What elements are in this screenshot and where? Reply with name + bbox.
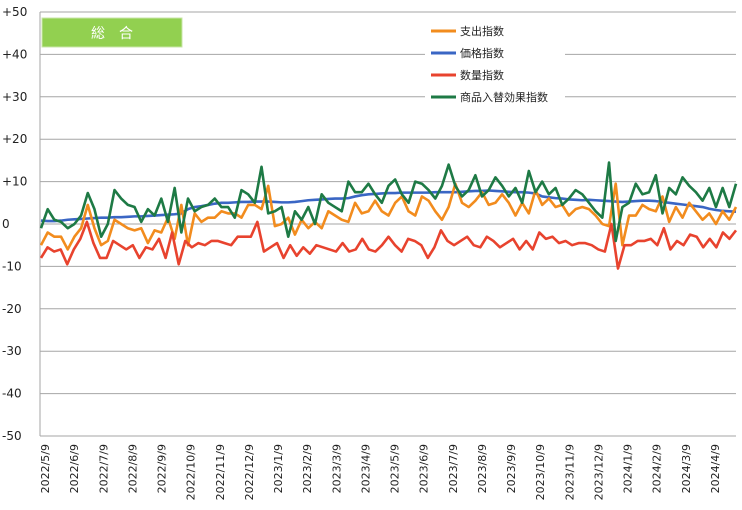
x-tick-label: 2022/8/9 xyxy=(126,444,139,493)
x-tick-label: 2022/5/9 xyxy=(39,444,52,493)
y-tick-label: -40 xyxy=(2,387,22,401)
x-tick-label: 2022/9/9 xyxy=(156,444,169,493)
x-tick-label: 2023/10/9 xyxy=(534,444,547,500)
x-tick-label: 2023/8/9 xyxy=(476,444,489,493)
y-tick-label: -20 xyxy=(2,302,22,316)
x-tick-label: 2023/2/9 xyxy=(301,444,314,493)
chart-title: 総 合 xyxy=(91,26,133,42)
legend-label: 価格指数 xyxy=(460,46,504,60)
legend-background xyxy=(425,18,565,110)
x-tick-label: 2022/7/9 xyxy=(97,444,110,493)
x-tick-label: 2024/2/9 xyxy=(651,444,664,493)
x-tick-label: 2023/5/9 xyxy=(389,444,402,493)
y-tick-label: +30 xyxy=(2,90,27,104)
x-tick-label: 2024/1/9 xyxy=(622,444,635,493)
x-tick-label: 2023/1/9 xyxy=(272,444,285,493)
x-tick-label: 2022/10/9 xyxy=(185,444,198,500)
y-tick-label: +20 xyxy=(2,132,27,146)
series-line-3 xyxy=(39,161,738,243)
title-box xyxy=(41,17,183,48)
x-tick-label: 2023/6/9 xyxy=(418,444,431,493)
y-tick-label: 0 xyxy=(2,217,10,231)
x-tick-label: 2023/7/9 xyxy=(447,444,460,493)
y-tick-label: +40 xyxy=(2,47,27,61)
x-tick-label: 2023/4/9 xyxy=(359,444,372,493)
y-tick-label: +50 xyxy=(2,5,27,19)
x-tick-label: 2023/3/9 xyxy=(330,444,343,493)
legend-label: 商品入替効果指数 xyxy=(460,90,548,104)
y-tick-label: +10 xyxy=(2,175,27,189)
legend-label: 数量指数 xyxy=(460,68,504,82)
x-tick-label: 2022/12/9 xyxy=(243,444,256,500)
x-tick-label: 2022/11/9 xyxy=(214,444,227,500)
x-tick-label: 2023/12/9 xyxy=(592,444,605,500)
x-tick-label: 2024/4/9 xyxy=(709,444,722,493)
y-tick-label: -50 xyxy=(2,429,22,443)
series-line-2 xyxy=(39,220,738,270)
x-tick-label: 2022/6/9 xyxy=(68,444,81,493)
y-tick-label: -30 xyxy=(2,344,22,358)
y-tick-label: -10 xyxy=(2,259,22,273)
x-tick-label: 2023/9/9 xyxy=(505,444,518,493)
legend-label: 支出指数 xyxy=(460,24,504,38)
series-line-1 xyxy=(40,189,737,223)
x-tick-label: 2023/11/9 xyxy=(563,444,576,500)
x-tick-label: 2024/3/9 xyxy=(680,444,693,493)
